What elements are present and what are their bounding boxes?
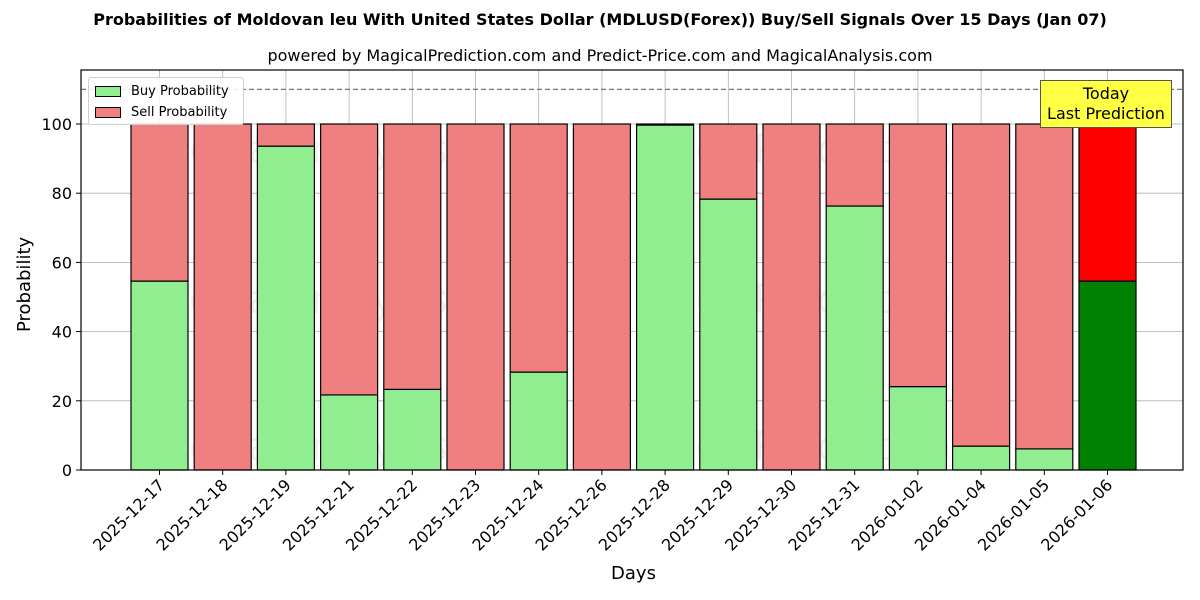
bar-group-2025-12-29 [699,123,758,471]
buy-bar [130,280,189,471]
bar-group-2025-12-19 [256,123,315,471]
buy-bar [888,386,948,471]
bar-group-2026-01-04 [951,123,1011,471]
buy-bar [951,445,1011,471]
y-axis-ticks: 0 20 40 60 80 100 [41,115,81,480]
bar-group-2026-01-06 [1078,123,1137,471]
bar-group-2026-01-02 [888,123,948,471]
bar-group-2025-12-31 [825,123,884,471]
bar-group-2025-12-17 [130,123,189,471]
buy-bar [383,388,442,471]
legend-item-buy: Buy Probability [95,83,229,99]
sell-bar [1078,123,1137,282]
chart-title: Probabilities of Moldovan leu With Unite… [93,10,1107,29]
sell-bar [446,123,505,471]
chart-legend: Buy Probability Sell Probability [88,77,244,125]
y-axis-label: Probability [14,236,35,332]
buy-bar [509,371,568,471]
sell-bar [509,123,568,373]
sell-bar [383,123,442,390]
sell-bar [888,123,948,388]
buy-bar [635,124,695,471]
buy-bar [256,145,315,471]
bar-group-2025-12-22 [383,123,442,471]
buy-bar [699,198,758,471]
y-tick-label: 20 [52,392,72,411]
chart-subtitle: powered by MagicalPrediction.com and Pre… [267,46,933,65]
sell-bar [572,123,632,471]
today-annotation: Today Last Prediction [1040,80,1172,128]
sell-bar [130,123,189,282]
bars [130,123,1137,471]
bar-group-2025-12-26 [572,123,632,471]
sell-bar [1015,123,1074,450]
today-annotation-line1: Today [1082,84,1130,103]
buy-bar [320,394,379,471]
sell-bar [193,123,252,471]
sell-bar [762,123,821,471]
y-tick-label: 60 [52,253,72,272]
bar-group-2025-12-24 [509,123,568,471]
sell-bar [699,123,758,200]
bar-group-2025-12-18 [193,123,252,471]
bar-group-2025-12-28 [635,123,695,471]
legend-sell-label: Sell Probability [131,104,228,120]
y-tick-label: 80 [52,184,72,203]
sell-bar [256,123,315,147]
buy-bar [1015,448,1074,471]
today-annotation-line2: Last Prediction [1047,104,1165,123]
legend-item-sell: Sell Probability [95,104,227,120]
sell-bar [825,123,884,207]
x-axis-label: Days [611,563,656,584]
sell-bar [320,123,379,396]
buy-bar [1078,280,1137,471]
bar-group-2025-12-30 [762,123,821,471]
sell-swatch-icon [95,106,121,118]
plot-frame [80,69,1184,471]
bar-group-2025-12-21 [320,123,379,471]
y-tick-label: 0 [62,461,72,480]
y-tick-label: 100 [41,115,72,134]
bar-group-2025-12-23 [446,123,505,471]
bar-group-2026-01-05 [1015,123,1074,471]
x-axis-ticks: 2025-12-172025-12-182025-12-192025-12-21… [89,470,1116,555]
sell-bar [951,123,1011,447]
buy-swatch-icon [95,85,121,97]
buy-bar [825,205,884,471]
legend-buy-label: Buy Probability [131,83,229,99]
sell-bar [635,123,695,126]
y-tick-label: 40 [52,323,72,342]
